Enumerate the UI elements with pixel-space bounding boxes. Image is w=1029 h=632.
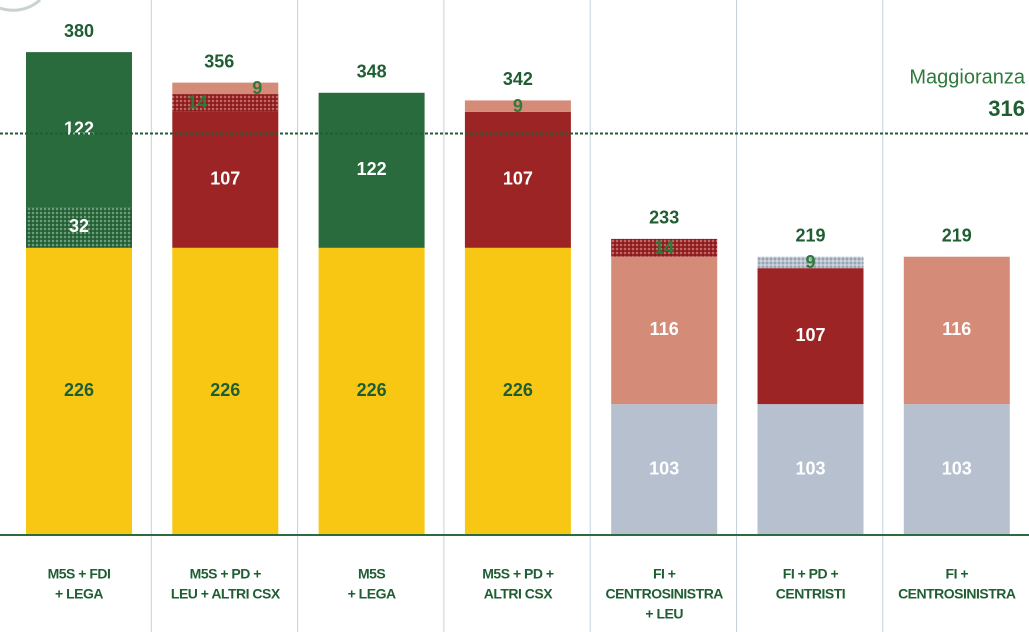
category-label: ALTRI CSX xyxy=(484,586,554,602)
bar-segment xyxy=(172,82,279,95)
segment-label: 9 xyxy=(513,96,523,116)
segment-label: 116 xyxy=(650,319,679,339)
segment-label: 103 xyxy=(795,458,825,478)
bar-segment-pattern xyxy=(26,207,132,248)
bar-segment-pattern xyxy=(611,238,718,257)
category-label: CENTROSINISTRA xyxy=(898,586,1016,602)
bar-segment xyxy=(318,247,425,535)
bar-segment xyxy=(757,404,864,535)
category-label: M5S + PD + xyxy=(482,566,554,582)
bar-segment xyxy=(26,247,132,535)
category-label: FI + xyxy=(946,566,969,582)
category-label: FI + PD + xyxy=(783,566,839,582)
segment-label: 32 xyxy=(69,216,89,236)
segment-label: 107 xyxy=(795,325,825,345)
bar-segment xyxy=(26,52,132,208)
category-label: + LEGA xyxy=(55,586,103,602)
segment-label: 103 xyxy=(942,458,972,478)
segment-label: 226 xyxy=(64,380,94,400)
total-label: 380 xyxy=(64,21,94,41)
bar-segment xyxy=(464,100,571,112)
segment-label: 103 xyxy=(649,458,679,478)
category-label: + LEGA xyxy=(348,586,396,602)
segment-label: 226 xyxy=(503,380,533,400)
segment-label: 107 xyxy=(210,169,240,189)
bar-segment xyxy=(903,404,1010,535)
segment-label: 14 xyxy=(654,238,674,258)
total-label: 348 xyxy=(357,62,387,82)
bar-segment xyxy=(464,111,571,248)
category-label: LEU + ALTRI CSX xyxy=(171,586,281,602)
total-label: 342 xyxy=(503,69,533,89)
bar-segment xyxy=(172,247,279,535)
segment-label: 107 xyxy=(503,169,533,189)
segment-label: 226 xyxy=(210,380,240,400)
total-label: 233 xyxy=(649,208,679,228)
category-label: CENTROSINISTRA xyxy=(605,586,723,602)
total-label: 219 xyxy=(795,225,825,245)
bar-segment-pattern xyxy=(757,256,864,269)
bar-segment-pattern xyxy=(172,94,279,112)
majority-value: 316 xyxy=(988,96,1025,121)
bar-segment xyxy=(611,256,718,405)
segment-label: 116 xyxy=(942,319,971,339)
category-label: + LEU xyxy=(645,606,683,622)
segment-label: 122 xyxy=(357,159,387,179)
segment-label: 14 xyxy=(187,93,207,113)
bar-segment xyxy=(903,256,1010,405)
category-label: FI + xyxy=(653,566,676,582)
bar-segment xyxy=(611,404,718,535)
logo-fragment xyxy=(0,0,42,12)
bar-segment xyxy=(464,247,571,535)
segment-label: 9 xyxy=(805,252,815,272)
category-label: CENTRISTI xyxy=(776,586,845,602)
majority-label: Maggioranza xyxy=(909,66,1026,88)
bar-segment xyxy=(757,268,864,405)
category-label: M5S + FDI xyxy=(48,566,111,582)
total-label: 356 xyxy=(204,51,234,71)
bar-segment xyxy=(172,111,279,248)
category-label: M5S xyxy=(358,566,385,582)
total-label: 219 xyxy=(942,225,972,245)
category-label: M5S + PD + xyxy=(190,566,262,582)
segment-label: 9 xyxy=(252,78,262,98)
segment-label: 122 xyxy=(64,118,94,138)
segment-label: 226 xyxy=(357,380,387,400)
bar-segment xyxy=(318,92,425,248)
